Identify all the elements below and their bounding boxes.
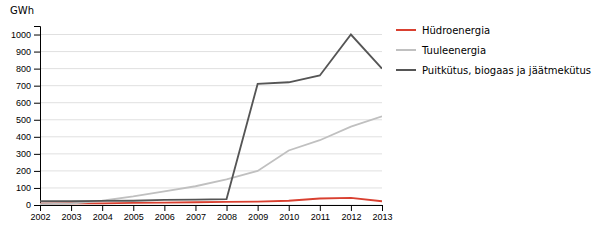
y-tick-mark xyxy=(34,171,40,172)
x-tick-label: 2011 xyxy=(311,212,330,222)
y-tick-label: 300 xyxy=(16,149,31,159)
legend-item: Puitkütus, biogaas ja jäätmekütus xyxy=(396,65,591,76)
x-tick-label: 2009 xyxy=(248,212,268,222)
x-tick-mark xyxy=(71,205,72,211)
grid-line xyxy=(40,85,382,86)
x-tick-mark xyxy=(351,205,352,211)
grid-line xyxy=(40,153,382,154)
x-tick-label: 2004 xyxy=(93,212,113,222)
x-tick-label: 2012 xyxy=(341,212,361,222)
y-tick-mark xyxy=(34,52,40,53)
x-tick: 2009 xyxy=(248,205,268,222)
legend-label: Puitkütus, biogaas ja jäätmekütus xyxy=(422,65,591,76)
y-tick: 100 xyxy=(16,183,40,193)
y-tick-mark xyxy=(34,35,40,36)
y-tick-mark xyxy=(34,69,40,70)
y-tick-label: 400 xyxy=(16,132,31,142)
grid-line xyxy=(40,102,382,103)
grid-line xyxy=(40,170,382,171)
y-tick: 300 xyxy=(16,149,40,159)
grid-line xyxy=(40,34,382,35)
y-tick-label: 500 xyxy=(16,115,31,125)
y-tick-label: 700 xyxy=(16,81,31,91)
y-tick: 800 xyxy=(16,64,40,74)
x-tick-mark xyxy=(320,205,321,211)
series-group xyxy=(40,35,382,205)
y-tick: 500 xyxy=(16,115,40,125)
x-tick-label: 2010 xyxy=(279,212,299,222)
y-tick-mark xyxy=(34,137,40,138)
x-tick-mark xyxy=(133,205,134,211)
y-tick-mark xyxy=(34,188,40,189)
series-line xyxy=(40,35,382,202)
x-tick-mark xyxy=(382,205,383,211)
y-tick: 700 xyxy=(16,81,40,91)
x-tick: 2005 xyxy=(124,205,144,222)
x-tick-mark xyxy=(227,205,228,211)
series-line xyxy=(40,116,382,204)
y-tick-label: 100 xyxy=(16,183,31,193)
x-axis-line xyxy=(41,206,383,212)
grid-line xyxy=(40,68,382,69)
x-tick-mark xyxy=(258,205,259,211)
y-tick-mark xyxy=(34,86,40,87)
legend-label: Tuuleenergia xyxy=(421,45,486,56)
legend-swatch xyxy=(396,49,416,51)
x-tick: 2013 xyxy=(372,205,392,222)
x-tick: 2011 xyxy=(311,205,330,222)
x-tick-mark xyxy=(164,205,165,211)
y-tick: 1000 xyxy=(11,30,40,40)
y-tick: 200 xyxy=(16,166,40,176)
y-tick: 400 xyxy=(16,132,40,142)
x-tick: 2006 xyxy=(155,205,175,222)
plot: 2002 2003 2004 2005 2006 2007 2008 2009 2010 2011… xyxy=(11,27,393,223)
y-tick-label: 900 xyxy=(16,47,31,57)
y-axis: 0 100 200 300 400 500 600 700 800 900 1000 xyxy=(11,27,41,211)
x-tick: 2004 xyxy=(93,205,113,222)
y-tick-label: 1000 xyxy=(11,30,31,40)
x-axis: 2002 2003 2004 2005 2006 2007 2008 2009 2010 2011… xyxy=(30,205,392,222)
x-tick-mark xyxy=(195,205,196,211)
grid xyxy=(40,35,382,205)
y-tick-mark xyxy=(34,154,40,155)
x-tick-label: 2008 xyxy=(217,212,237,222)
y-tick-label: 0 xyxy=(26,200,31,210)
grid-line xyxy=(40,51,382,52)
x-tick: 2012 xyxy=(341,205,361,222)
x-tick: 2002 xyxy=(30,205,50,222)
y-tick-mark xyxy=(34,205,40,206)
x-tick: 2007 xyxy=(186,205,206,222)
y-tick-mark xyxy=(34,103,40,104)
legend-item: Hüdroenergia xyxy=(396,25,490,36)
legend-swatch xyxy=(396,69,416,71)
x-tick-label: 2013 xyxy=(372,212,392,222)
y-axis-line xyxy=(34,27,41,206)
chart: 2002 2003 2004 2005 2006 2007 2008 2009 2010 2011… xyxy=(0,0,607,227)
grid-line xyxy=(40,136,382,137)
x-tick-label: 2007 xyxy=(186,212,206,222)
x-tick-label: 2005 xyxy=(124,212,144,222)
y-tick: 600 xyxy=(16,98,40,108)
y-axis-title: GWh xyxy=(10,5,34,16)
y-tick: 900 xyxy=(16,47,40,57)
x-tick-mark xyxy=(289,205,290,211)
legend: Hüdroenergia Tuuleenergia Puitkütus, bioga… xyxy=(396,25,591,76)
y-tick-mark xyxy=(34,120,40,121)
y-tick-label: 200 xyxy=(16,166,31,176)
x-tick: 2003 xyxy=(62,205,82,222)
x-tick-mark xyxy=(102,205,103,211)
legend-item: Tuuleenergia xyxy=(396,45,486,56)
x-tick-label: 2006 xyxy=(155,212,175,222)
grid-line xyxy=(40,119,382,120)
x-tick-label: 2003 xyxy=(62,212,82,222)
legend-label: Hüdroenergia xyxy=(422,25,490,36)
x-tick: 2008 xyxy=(217,205,237,222)
y-tick: 0 xyxy=(26,200,40,210)
legend-swatch xyxy=(396,29,416,31)
x-tick-label: 2002 xyxy=(30,212,50,222)
grid-line xyxy=(40,187,382,188)
y-tick-label: 600 xyxy=(16,98,31,108)
x-tick: 2010 xyxy=(279,205,299,222)
y-tick-label: 800 xyxy=(16,64,31,74)
